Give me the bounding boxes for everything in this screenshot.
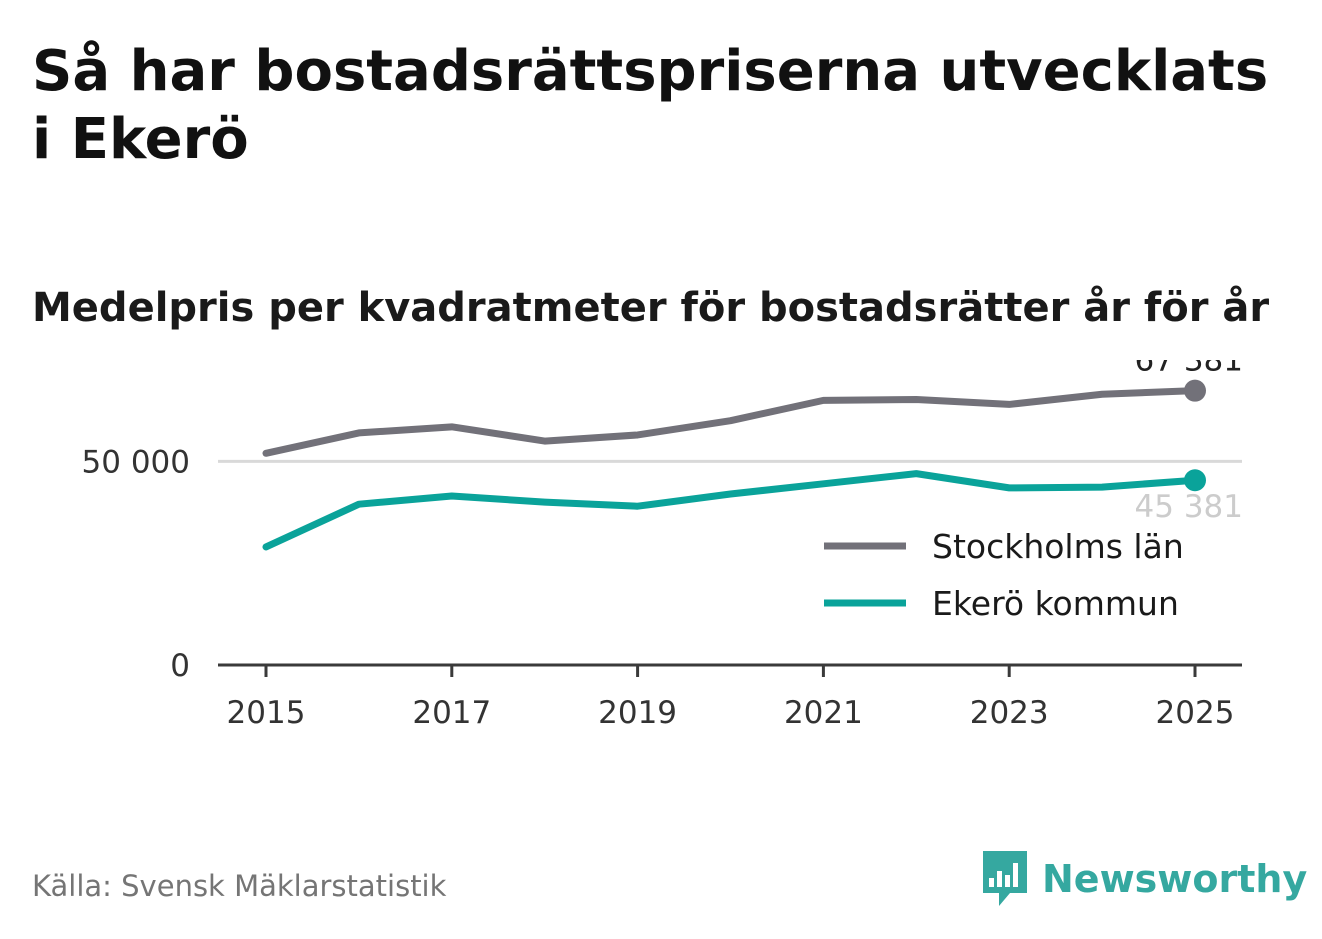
series-end-marker-0 <box>1184 379 1206 402</box>
x-tick-label: 2017 <box>412 695 491 731</box>
brand-name: Newsworthy <box>1042 857 1308 901</box>
y-tick-label: 0 <box>170 648 190 684</box>
legend-background <box>895 522 1215 566</box>
series-layer <box>262 379 1206 551</box>
end-label-ekero: 45 381 <box>1135 489 1243 525</box>
legend-label: Ekerö kommun <box>932 584 1179 623</box>
series-line-0 <box>262 387 1199 457</box>
label-layer: 0 50 000 2015 2017 2019 2021 2023 2025 67 381 45 … <box>82 360 1243 731</box>
y-tick-label: 50 000 <box>82 444 190 480</box>
x-tick-label: 2019 <box>598 695 677 731</box>
axis-layer <box>218 663 1242 677</box>
chart-subtitle: Medelpris per kvadratmeter för bostadsrä… <box>32 285 1270 331</box>
legend-background <box>895 579 1215 623</box>
x-tick-label: 2021 <box>784 695 863 731</box>
x-tick-label: 2015 <box>227 695 306 731</box>
legend: Stockholms län Ekerö kommun <box>824 522 1215 623</box>
end-label-stockholm: 67 381 <box>1135 360 1243 379</box>
series-line-1 <box>262 470 1199 551</box>
x-tick-label: 2025 <box>1156 695 1235 731</box>
source-note: Källa: Svensk Mäklarstatistik <box>32 869 447 903</box>
legend-label: Stockholms län <box>932 527 1184 566</box>
line-chart: 0 50 000 2015 2017 2019 2021 2023 2025 67 381 45 … <box>82 360 1243 731</box>
newsworthy-logo[interactable]: Newsworthy <box>980 848 1307 910</box>
x-tick-label: 2023 <box>970 695 1049 731</box>
series-end-marker-1 <box>1184 469 1206 492</box>
chart-title: Så har bostadsrättspriserna utvecklats i… <box>32 39 1269 172</box>
bar-chart-speech-bubble-icon <box>983 851 1027 906</box>
